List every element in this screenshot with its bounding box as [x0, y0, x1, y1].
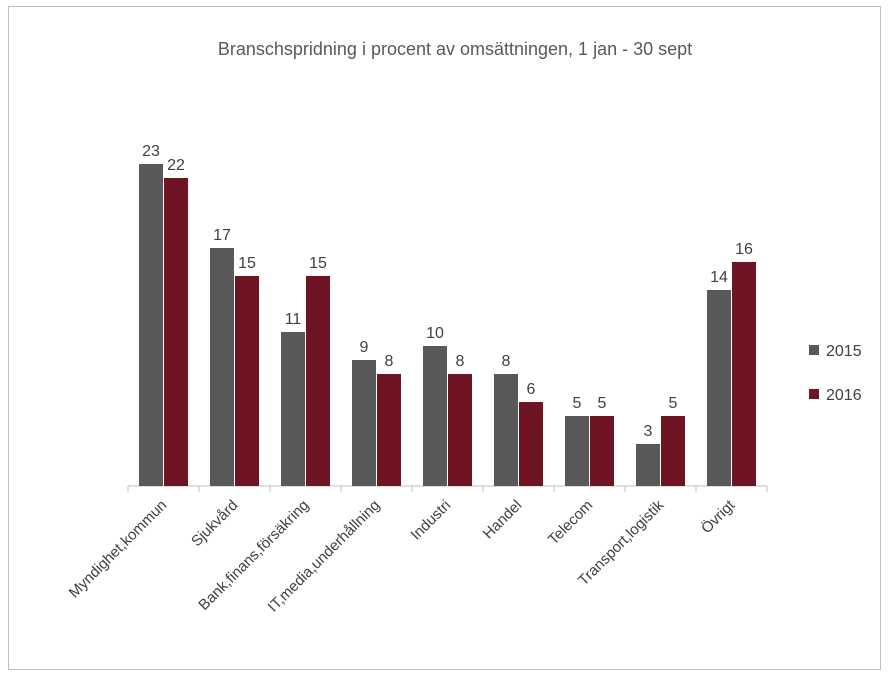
x-tick-label: Handel — [480, 497, 526, 543]
data-label-2016-1: 22 — [167, 157, 185, 174]
data-label-2015-8: 3 — [644, 423, 653, 440]
bar-2015-8 — [636, 444, 660, 486]
data-label-2015-5: 10 — [426, 325, 444, 342]
legend-label-2015: 2015 — [826, 343, 862, 360]
data-label-2015-9: 14 — [710, 269, 728, 286]
legend-label-2016: 2016 — [826, 387, 862, 404]
bar-2016-6 — [519, 402, 543, 486]
bar-2016-5 — [448, 374, 472, 486]
bar-2016-2 — [235, 276, 259, 486]
bar-2016-8 — [661, 416, 685, 486]
data-label-2016-9: 16 — [735, 241, 753, 258]
data-label-2016-2: 15 — [238, 255, 256, 272]
bar-chart: Branschspridning i procent av omsättning… — [66, 39, 862, 616]
legend: 2015 2016 — [809, 343, 862, 404]
bar-2015-3 — [281, 332, 305, 486]
x-tick-label: Sjukvård — [188, 497, 241, 550]
data-label-2015-7: 5 — [573, 395, 582, 412]
bar-2015-5 — [423, 346, 447, 486]
data-label-2015-6: 8 — [502, 353, 511, 370]
bar-2015-2 — [210, 248, 234, 486]
legend-swatch-2015 — [809, 345, 819, 355]
plot-area: 2322Myndighet,kommun1715Sjukvård1115Bank… — [66, 143, 768, 616]
data-label-2016-7: 5 — [598, 395, 607, 412]
legend-swatch-2016 — [809, 389, 819, 399]
x-tick-label: Industri — [408, 497, 455, 544]
data-label-2016-4: 8 — [385, 353, 394, 370]
data-label-2015-1: 23 — [142, 143, 160, 160]
data-label-2016-3: 15 — [309, 255, 327, 272]
bar-2016-4 — [377, 374, 401, 486]
data-label-2016-8: 5 — [669, 395, 678, 412]
chart-frame: Branschspridning i procent av omsättning… — [8, 6, 881, 670]
chart-title: Branschspridning i procent av omsättning… — [218, 39, 692, 59]
x-tick-label: Övrigt — [697, 496, 739, 538]
bar-2016-7 — [590, 416, 614, 486]
x-tick-label: Myndighet,kommun — [66, 497, 171, 602]
data-label-2015-4: 9 — [360, 339, 369, 356]
bar-2015-1 — [139, 164, 163, 486]
x-tick-label: Telecom — [545, 497, 597, 549]
bar-2015-9 — [707, 290, 731, 486]
bar-2016-1 — [164, 178, 188, 486]
bar-2015-6 — [494, 374, 518, 486]
data-label-2016-5: 8 — [456, 353, 465, 370]
data-label-2016-6: 6 — [527, 381, 536, 398]
bar-2016-9 — [732, 262, 756, 486]
bar-2016-3 — [306, 276, 330, 486]
data-label-2015-2: 17 — [213, 227, 231, 244]
bar-2015-4 — [352, 360, 376, 486]
data-label-2015-3: 11 — [285, 311, 302, 328]
bar-2015-7 — [565, 416, 589, 486]
